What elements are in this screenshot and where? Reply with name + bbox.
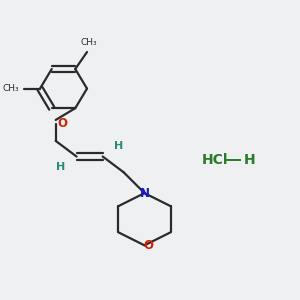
Text: O: O [57, 117, 67, 130]
Text: N: N [140, 187, 149, 200]
Text: CH₃: CH₃ [3, 84, 20, 93]
Text: HCl: HCl [202, 153, 229, 167]
Text: H: H [114, 141, 123, 151]
Text: CH₃: CH₃ [80, 38, 97, 47]
Text: H: H [56, 162, 65, 172]
Text: H: H [244, 153, 255, 167]
Text: O: O [143, 239, 153, 252]
